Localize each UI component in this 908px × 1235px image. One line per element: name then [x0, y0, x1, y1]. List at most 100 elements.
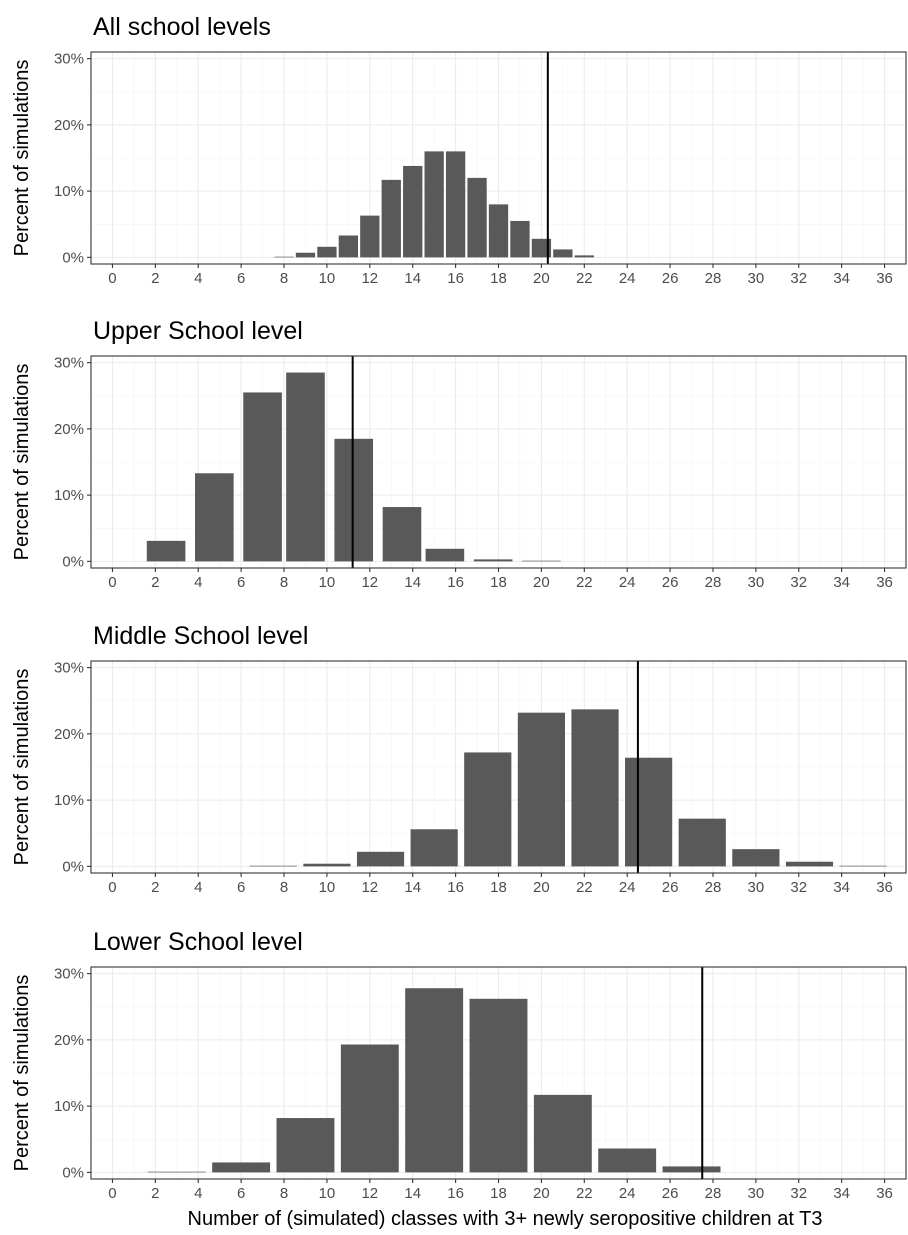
bar [732, 849, 780, 867]
x-tick-label: 20 [533, 574, 550, 591]
x-tick-label: 24 [619, 879, 636, 896]
x-tick-label: 4 [194, 574, 202, 591]
x-tick-label: 28 [705, 1185, 722, 1202]
x-tick-label: 14 [404, 574, 421, 591]
x-tick-label: 10 [319, 879, 336, 896]
x-tick-label: 0 [108, 270, 116, 287]
bar [405, 988, 464, 1173]
x-tick-label: 16 [447, 574, 464, 591]
bar [571, 709, 619, 867]
bar [276, 1118, 335, 1173]
x-tick-label: 8 [280, 270, 288, 287]
y-tick-label: 30% [54, 966, 84, 983]
x-axis-label: Number of (simulated) classes with 3+ ne… [188, 1208, 823, 1230]
x-tick-label: 28 [705, 270, 722, 287]
x-tick-label: 20 [533, 1185, 550, 1202]
x-tick-label: 18 [490, 574, 507, 591]
x-tick-label: 32 [790, 574, 807, 591]
x-tick-label: 20 [533, 879, 550, 896]
x-tick-label: 26 [662, 270, 679, 287]
y-tick-label: 20% [54, 726, 84, 743]
x-tick-label: 2 [151, 574, 159, 591]
y-tick-label: 0% [62, 1164, 84, 1181]
x-tick-label: 2 [151, 1185, 159, 1202]
x-tick-label: 18 [490, 879, 507, 896]
x-tick-label: 0 [108, 879, 116, 896]
x-tick-label: 12 [361, 1185, 378, 1202]
panel-3: Middle School level Percent of simulation… [11, 622, 907, 896]
x-tick-label: 22 [576, 574, 593, 591]
bar [678, 818, 726, 867]
bar [382, 507, 422, 562]
x-tick-label: 30 [748, 574, 765, 591]
y-tick-label: 0% [62, 553, 84, 570]
x-tick-label: 26 [662, 574, 679, 591]
y-tick-label: 10% [54, 1098, 84, 1115]
y-axis-label: Percent of simulations [11, 669, 33, 866]
bar [295, 252, 316, 258]
bar [467, 177, 487, 258]
x-tick-label: 16 [447, 270, 464, 287]
bar [381, 179, 401, 258]
x-tick-label: 36 [876, 574, 893, 591]
x-tick-label: 34 [833, 270, 850, 287]
x-tick-label: 22 [576, 1185, 593, 1202]
bar [625, 757, 673, 867]
y-tick-label: 10% [54, 487, 84, 504]
x-tick-label: 16 [447, 879, 464, 896]
x-tick-label: 24 [619, 574, 636, 591]
y-tick-label: 10% [54, 183, 84, 200]
bar [286, 372, 325, 562]
y-tick-label: 30% [54, 660, 84, 677]
bar [356, 851, 405, 867]
y-tick-label: 10% [54, 792, 84, 809]
x-tick-label: 6 [237, 270, 245, 287]
panel-title: All school levels [93, 13, 271, 41]
bar [147, 1171, 206, 1173]
x-tick-label: 8 [280, 574, 288, 591]
x-tick-label: 14 [404, 879, 421, 896]
x-tick-label: 30 [748, 879, 765, 896]
y-tick-label: 20% [54, 421, 84, 438]
bar [445, 151, 466, 258]
x-tick-label: 14 [404, 1185, 421, 1202]
x-tick-label: 24 [619, 270, 636, 287]
x-tick-label: 36 [876, 1185, 893, 1202]
bar [243, 392, 282, 562]
x-tick-label: 30 [748, 270, 765, 287]
y-tick-label: 20% [54, 117, 84, 134]
x-tick-label: 32 [790, 879, 807, 896]
x-tick-label: 2 [151, 879, 159, 896]
x-tick-label: 4 [194, 879, 202, 896]
x-tick-label: 26 [662, 1185, 679, 1202]
bar [424, 151, 444, 258]
bar [785, 861, 834, 867]
x-tick-label: 6 [237, 574, 245, 591]
panel-2: Upper School level Percent of simulations… [11, 317, 907, 591]
bar [425, 548, 465, 562]
panel-title: Middle School level [93, 622, 308, 650]
y-axis-label: Percent of simulations [11, 975, 33, 1172]
x-tick-label: 12 [361, 879, 378, 896]
panel-1: All school levels Percent of simulations 0… [11, 13, 907, 287]
bar [340, 1044, 399, 1173]
x-tick-label: 6 [237, 879, 245, 896]
x-tick-label: 4 [194, 270, 202, 287]
panel-title: Upper School level [93, 317, 303, 345]
panels: All school levels Percent of simulations 0… [11, 13, 907, 1202]
bar [662, 1166, 721, 1173]
bar [531, 238, 552, 258]
x-tick-label: 14 [404, 270, 421, 287]
y-tick-label: 0% [62, 249, 84, 266]
bar [510, 220, 530, 258]
bar [574, 255, 594, 258]
x-tick-label: 10 [319, 574, 336, 591]
x-tick-label: 22 [576, 879, 593, 896]
x-tick-label: 18 [490, 270, 507, 287]
bar [839, 865, 887, 867]
x-tick-label: 6 [237, 1185, 245, 1202]
bar [522, 560, 561, 562]
x-tick-label: 4 [194, 1185, 202, 1202]
x-tick-label: 28 [705, 574, 722, 591]
bar [212, 1162, 271, 1173]
